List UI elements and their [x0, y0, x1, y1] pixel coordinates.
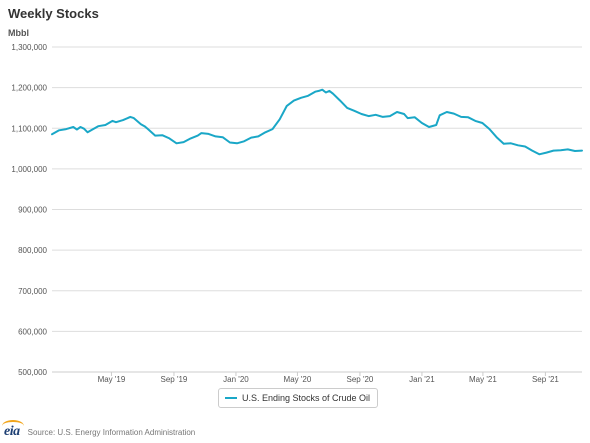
axis-ticks: 500,000 600,000 700,000 800,000 900,000 1,000… [11, 43, 559, 384]
y-axis-unit: Mbbl [8, 28, 29, 38]
x-tick-label: May '19 [98, 375, 126, 384]
legend-swatch [225, 397, 237, 399]
legend[interactable]: U.S. Ending Stocks of Crude Oil [218, 388, 378, 408]
x-tick-label: Sep '19 [161, 375, 188, 384]
eia-logo: eia [2, 420, 24, 439]
grid-lines [52, 46, 582, 373]
y-tick-label: 700,000 [18, 287, 47, 296]
source-text: Source: U.S. Energy Information Administ… [27, 427, 196, 437]
x-tick-label: Jan '21 [409, 375, 435, 384]
chart-title: Weekly Stocks [8, 6, 99, 21]
y-tick-label: 1,100,000 [11, 124, 47, 133]
y-tick-label: 1,200,000 [11, 84, 47, 93]
series-layer [51, 88, 583, 156]
y-tick-label: 600,000 [18, 327, 47, 336]
x-tick-label: Sep '21 [532, 375, 559, 384]
x-tick-label: Sep '20 [346, 375, 373, 384]
y-tick-label: 900,000 [18, 206, 47, 215]
series-line[interactable] [51, 88, 583, 156]
y-tick-label: 1,300,000 [11, 43, 47, 52]
legend-label: U.S. Ending Stocks of Crude Oil [242, 393, 371, 403]
footer: eia Source: U.S. Energy Information Admi… [2, 420, 196, 440]
y-tick-label: 500,000 [18, 368, 47, 377]
x-tick-label: Jan '20 [223, 375, 249, 384]
y-tick-label: 800,000 [18, 246, 47, 255]
x-tick-label: May '20 [284, 375, 312, 384]
x-tick-label: May '21 [469, 375, 497, 384]
y-tick-label: 1,000,000 [11, 165, 47, 174]
